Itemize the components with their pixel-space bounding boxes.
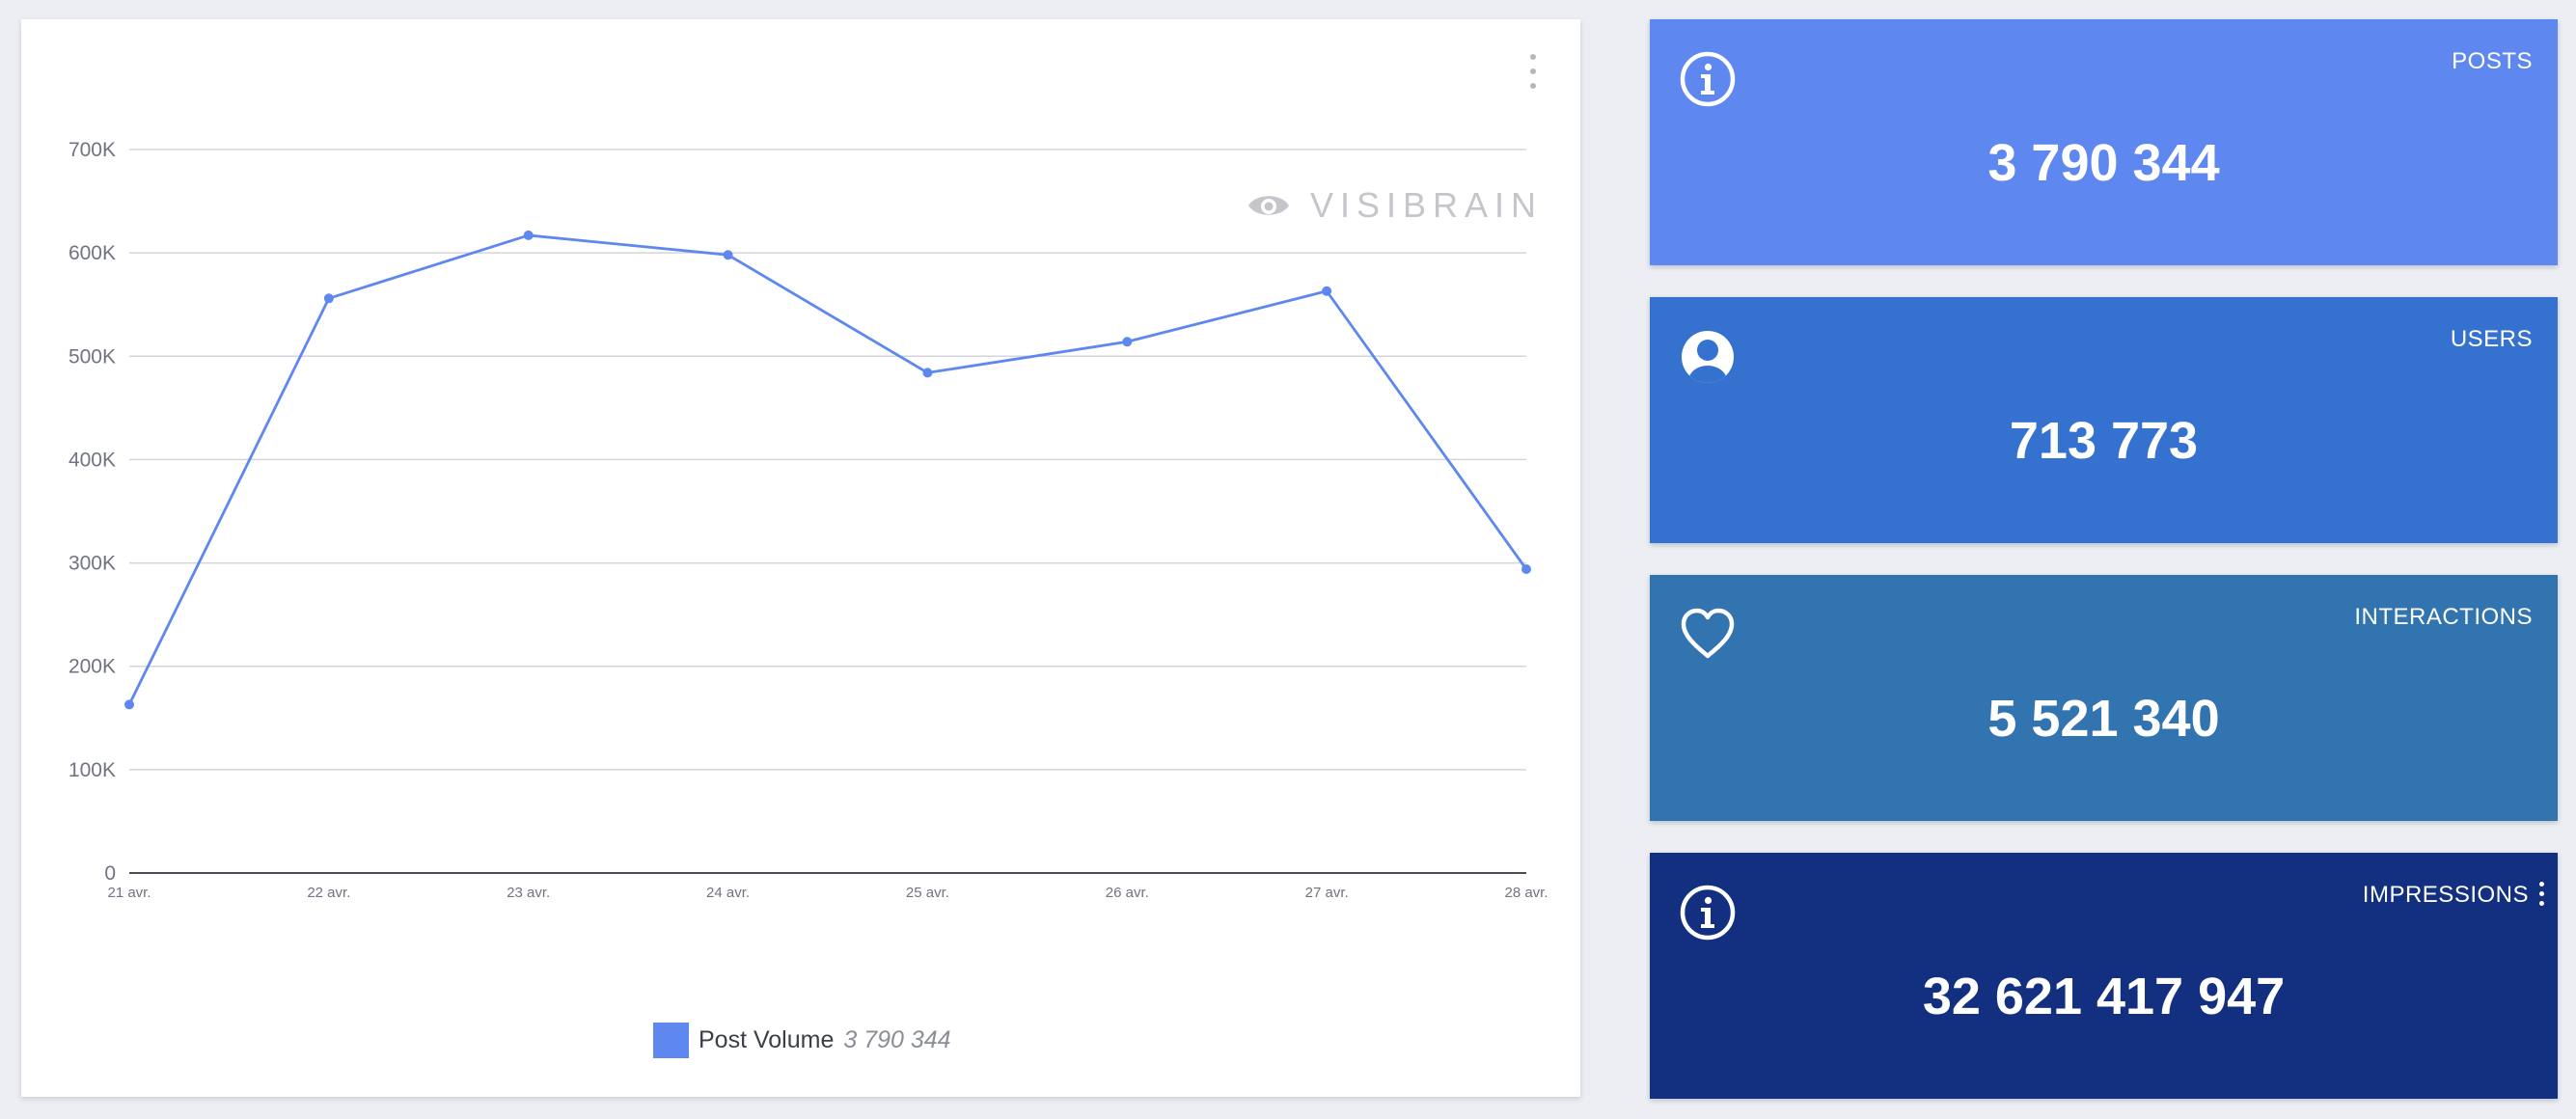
- stat-value: 32 621 417 947: [1922, 968, 2286, 1025]
- info-icon: [1680, 885, 1736, 941]
- y-tick-label: 700K: [69, 139, 116, 161]
- chart-menu-icon[interactable]: [1524, 52, 1540, 91]
- legend-swatch: [653, 1023, 689, 1058]
- data-point: [723, 250, 733, 260]
- stat-label: USERS: [2450, 326, 2533, 352]
- x-tick-label: 26 avr.: [1106, 885, 1149, 901]
- legend-value: 3 790 344: [843, 1026, 951, 1053]
- x-tick-label: 25 avr.: [906, 885, 949, 901]
- data-point: [922, 368, 933, 378]
- y-tick-label: 600K: [69, 242, 116, 264]
- line-chart: 0 100K 200K 300K 400K 500K 600K 700K 21 avr. 22 a…: [69, 139, 1548, 901]
- interactions-stat-card: INTERACTIONS 5 521 340: [1650, 575, 2558, 821]
- stat-label: INTERACTIONS: [2354, 604, 2533, 630]
- stat-label: IMPRESSIONS: [2362, 882, 2529, 908]
- x-tick-label: 21 avr.: [107, 885, 151, 901]
- y-tick-label: 400K: [69, 449, 116, 471]
- data-point: [1322, 286, 1332, 296]
- y-tick-label: 0: [104, 862, 116, 885]
- visibrain-watermark: VISIBRAIN: [1247, 181, 1543, 230]
- legend-label: Post Volume: [699, 1026, 835, 1053]
- data-point: [124, 699, 134, 710]
- x-tick-label: 28 avr.: [1504, 885, 1548, 901]
- data-point: [523, 230, 534, 240]
- user-circle-icon: [1682, 331, 1734, 383]
- users-stat-card: USERS 713 773: [1650, 297, 2558, 543]
- info-icon: [1680, 51, 1736, 107]
- y-tick-label: 200K: [69, 656, 116, 678]
- data-point: [1122, 337, 1133, 347]
- x-tick-label: 27 avr.: [1305, 885, 1349, 901]
- eye-logo-icon: [1248, 196, 1289, 215]
- post-volume-chart-card: 0 100K 200K 300K 400K 500K 600K 700K 21 avr. 22 a…: [21, 19, 1580, 1097]
- posts-stat-card: POSTS 3 790 344: [1650, 19, 2558, 265]
- chart-legend[interactable]: Post Volume 3 790 344: [653, 1023, 951, 1058]
- x-tick-label: 23 avr.: [507, 885, 550, 901]
- stat-value: 3 790 344: [1987, 134, 2220, 192]
- data-point: [323, 293, 334, 304]
- y-tick-label: 300K: [69, 553, 116, 575]
- series-line: [127, 233, 1528, 705]
- y-tick-label: 100K: [69, 759, 116, 781]
- heart-icon: [1681, 608, 1735, 659]
- stat-value: 5 521 340: [1987, 690, 2220, 748]
- watermark-text: VISIBRAIN: [1310, 185, 1544, 225]
- impressions-menu-icon[interactable]: [2536, 882, 2546, 909]
- data-point: [1521, 564, 1531, 574]
- y-tick-label: 500K: [69, 345, 116, 368]
- impressions-stat-card: IMPRESSIONS 32 621 417 947: [1650, 853, 2558, 1099]
- x-tick-label: 22 avr.: [307, 885, 350, 901]
- stat-value: 713 773: [2009, 412, 2199, 470]
- x-tick-label: 24 avr.: [706, 885, 750, 901]
- stat-label: POSTS: [2452, 48, 2533, 74]
